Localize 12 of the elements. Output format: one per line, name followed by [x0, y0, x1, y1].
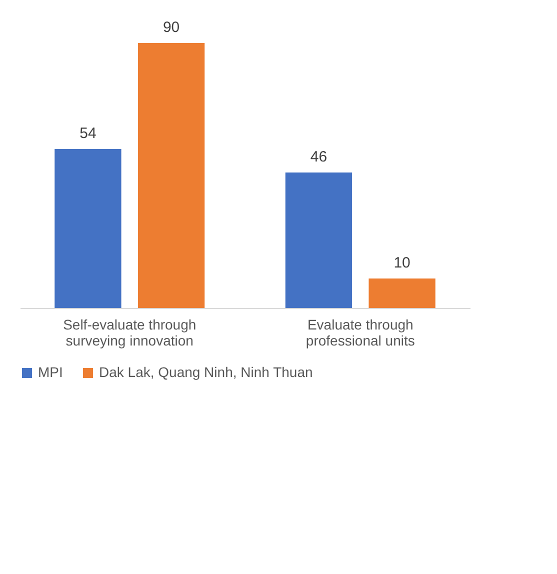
legend-label: MPI [38, 364, 63, 380]
x-tick-label: Self-evaluate through surveying innovation [63, 316, 196, 348]
x-tick-label: Evaluate through professional units [306, 316, 415, 348]
data-label: 90 [162, 19, 180, 36]
data-label: 10 [394, 254, 410, 272]
bar [54, 149, 122, 308]
bar [285, 172, 352, 308]
bar [138, 43, 205, 308]
bar [368, 278, 436, 308]
data-label: 54 [80, 125, 96, 142]
legend-label: Dak Lak, Quang Ninh, Ninh Thuan [99, 364, 313, 380]
data-label: 46 [310, 148, 328, 166]
